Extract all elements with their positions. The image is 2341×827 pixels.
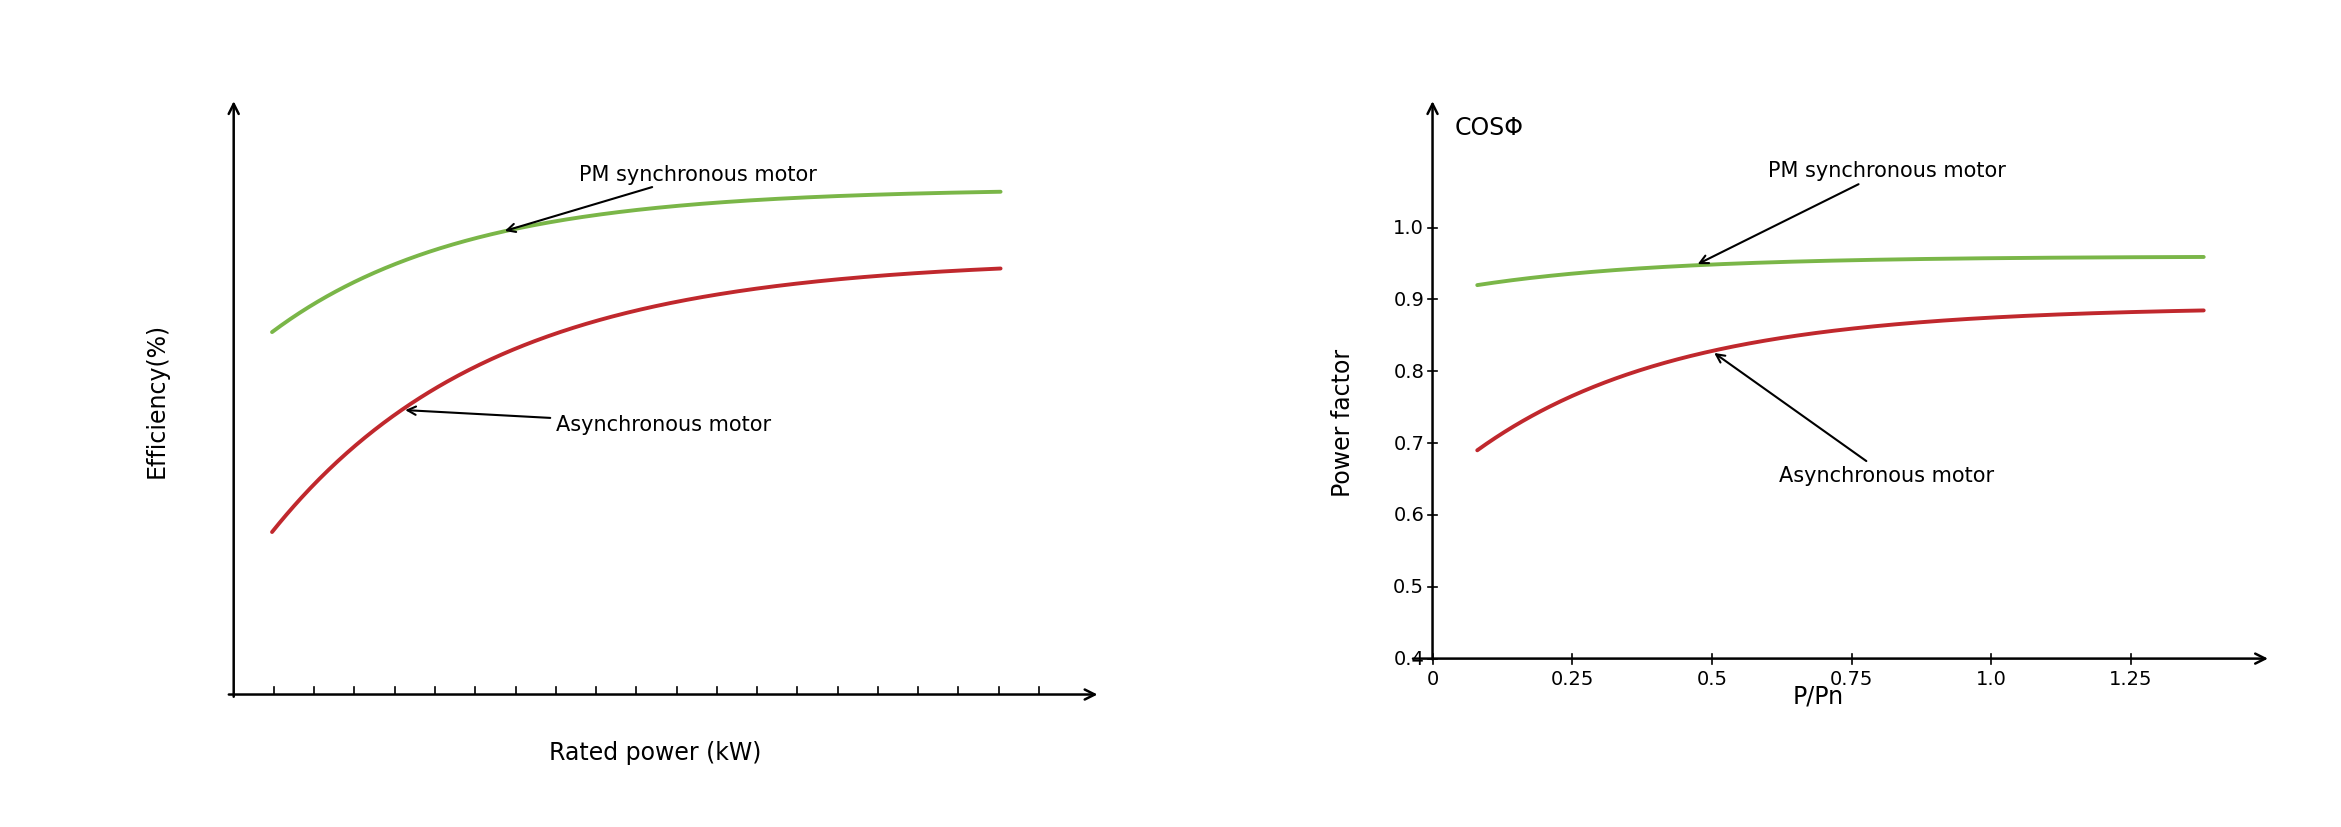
Text: 0.5: 0.5 (1393, 577, 1423, 596)
Text: 0.75: 0.75 (1831, 670, 1873, 689)
Text: 0.5: 0.5 (1697, 670, 1728, 689)
Text: Efficiency(%): Efficiency(%) (145, 322, 169, 477)
Text: 0.4: 0.4 (1393, 649, 1423, 668)
Text: COSΦ: COSΦ (1454, 116, 1524, 140)
Text: 0.8: 0.8 (1393, 362, 1423, 381)
Text: Asynchronous motor: Asynchronous motor (1716, 355, 1995, 485)
Text: P/Pn: P/Pn (1793, 684, 1845, 708)
Text: 0.9: 0.9 (1393, 290, 1423, 309)
Text: 1.0: 1.0 (1393, 219, 1423, 238)
Text: 0.6: 0.6 (1393, 506, 1423, 525)
Text: PM synchronous motor: PM synchronous motor (508, 165, 817, 232)
Text: 0.25: 0.25 (1550, 670, 1594, 689)
Text: 1.25: 1.25 (2109, 670, 2154, 689)
Text: Rated power (kW): Rated power (kW) (550, 739, 761, 763)
Text: 0.7: 0.7 (1393, 434, 1423, 453)
Text: PM synchronous motor: PM synchronous motor (1700, 161, 2006, 264)
Text: 1.0: 1.0 (1976, 670, 2006, 689)
Text: Power factor: Power factor (1332, 348, 1355, 496)
Text: Asynchronous motor: Asynchronous motor (407, 407, 770, 434)
Text: 0: 0 (1426, 670, 1440, 689)
